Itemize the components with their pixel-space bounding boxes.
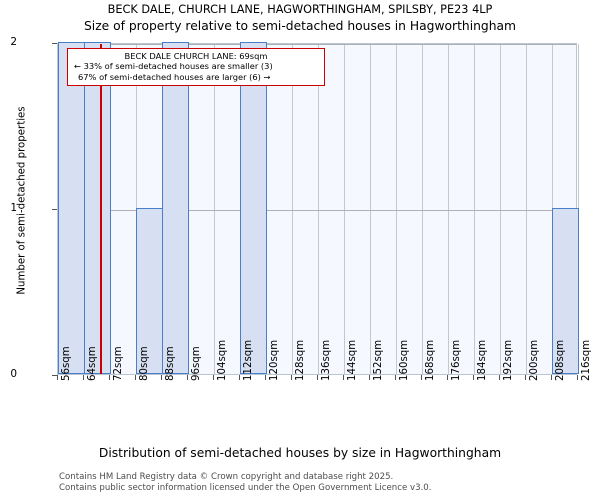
- x-axis-label: Distribution of semi-detached houses by …: [98, 446, 502, 460]
- x-axis-tick-mark: [239, 375, 240, 380]
- x-axis-tick-label: 64sqm: [87, 346, 98, 381]
- gridline-vertical: [448, 44, 449, 374]
- x-axis-tick-label: 120sqm: [269, 339, 280, 381]
- x-axis-tick-label: 152sqm: [373, 339, 384, 381]
- histogram-bar: [136, 208, 163, 374]
- x-axis-tick-label: 96sqm: [191, 346, 202, 381]
- x-axis-tick-mark: [291, 375, 292, 380]
- x-axis-tick-mark: [395, 375, 396, 380]
- plot-inner: [58, 42, 579, 374]
- x-axis-tick-mark: [421, 375, 422, 380]
- histogram-bar: [84, 42, 111, 374]
- x-axis-tick-label: 136sqm: [321, 339, 332, 381]
- gridline-horizontal: [58, 210, 576, 211]
- x-axis-tick-mark: [57, 375, 58, 380]
- y-axis-tick-label: 1: [10, 202, 17, 214]
- y-axis-tick-mark: [52, 375, 57, 376]
- x-axis-tick-label: 168sqm: [425, 339, 436, 381]
- plot-area: [57, 42, 579, 375]
- histogram-bar: [240, 42, 267, 374]
- gridline-vertical: [370, 44, 371, 374]
- gridline-vertical: [318, 44, 319, 374]
- x-axis-tick-label: 200sqm: [529, 339, 540, 381]
- gridline-vertical: [500, 44, 501, 374]
- x-axis-tick-mark: [265, 375, 266, 380]
- gridline-vertical: [396, 44, 397, 374]
- x-axis-tick-mark: [369, 375, 370, 380]
- x-axis-tick-label: 216sqm: [581, 339, 592, 381]
- gridline-vertical: [422, 44, 423, 374]
- x-axis-tick-label: 112sqm: [243, 339, 254, 381]
- x-axis-tick-label: 184sqm: [477, 339, 488, 381]
- x-axis-tick-label: 56sqm: [61, 346, 72, 381]
- x-axis-tick-mark: [317, 375, 318, 380]
- gridline-vertical: [474, 44, 475, 374]
- footer-line-1: Contains HM Land Registry data © Crown c…: [59, 472, 394, 482]
- x-axis-tick-label: 72sqm: [113, 346, 124, 381]
- x-axis-tick-mark: [343, 375, 344, 380]
- gridline-vertical: [526, 44, 527, 374]
- x-axis-tick-label: 144sqm: [347, 339, 358, 381]
- footer-line-2: Contains public sector information licen…: [59, 482, 432, 493]
- x-axis-tick-mark: [525, 375, 526, 380]
- y-axis-tick-label: 2: [10, 36, 17, 48]
- x-axis-tick-mark: [135, 375, 136, 380]
- x-axis-tick-mark: [551, 375, 552, 380]
- x-axis-tick-mark: [577, 375, 578, 380]
- x-axis-tick-mark: [447, 375, 448, 380]
- histogram-bar: [162, 42, 189, 374]
- x-axis-tick-label: 176sqm: [451, 339, 462, 381]
- y-axis-tick-mark: [52, 209, 57, 210]
- x-axis-tick-mark: [499, 375, 500, 380]
- footer-attribution: Contains HM Land Registry data © Crown c…: [59, 472, 599, 493]
- x-axis-tick-label: 104sqm: [217, 339, 228, 381]
- x-axis-tick-mark: [187, 375, 188, 380]
- gridline-vertical: [292, 44, 293, 374]
- subject-property-marker-line: [100, 44, 102, 374]
- x-axis-tick-label: 128sqm: [295, 339, 306, 381]
- x-axis-tick-label: 80sqm: [139, 346, 150, 381]
- y-axis-tick-mark: [52, 43, 57, 44]
- annotation-line-3: 67% of semi-detached houses are larger (…: [78, 71, 271, 82]
- x-axis-tick-mark: [213, 375, 214, 380]
- histogram-bar: [58, 42, 85, 374]
- histogram-bar: [552, 208, 579, 374]
- gridline-horizontal: [58, 44, 576, 45]
- annotation-line-2: ← 33% of semi-detached houses are smalle…: [74, 61, 273, 72]
- gridline-vertical: [214, 44, 215, 374]
- gridline-vertical: [344, 44, 345, 374]
- x-axis-tick-mark: [109, 375, 110, 380]
- y-axis-tick-label: 0: [10, 368, 17, 380]
- x-axis-tick-label: 192sqm: [503, 339, 514, 381]
- subject-annotation-box: BECK DALE CHURCH LANE: 69sqm ← 33% of se…: [67, 48, 325, 86]
- chart-title-address: BECK DALE, CHURCH LANE, HAGWORTHINGHAM, …: [107, 3, 493, 16]
- x-axis-tick-mark: [83, 375, 84, 380]
- annotation-line-1: BECK DALE CHURCH LANE: 69sqm: [124, 51, 268, 61]
- x-axis-tick-mark: [473, 375, 474, 380]
- x-axis-tick-label: 88sqm: [165, 346, 176, 381]
- chart-title-subtitle: Size of property relative to semi-detach…: [83, 19, 517, 33]
- x-axis-tick-label: 208sqm: [555, 339, 566, 381]
- x-axis-tick-label: 160sqm: [399, 339, 410, 381]
- x-axis-tick-mark: [161, 375, 162, 380]
- y-axis-label: Number of semi-detached properties: [16, 106, 28, 295]
